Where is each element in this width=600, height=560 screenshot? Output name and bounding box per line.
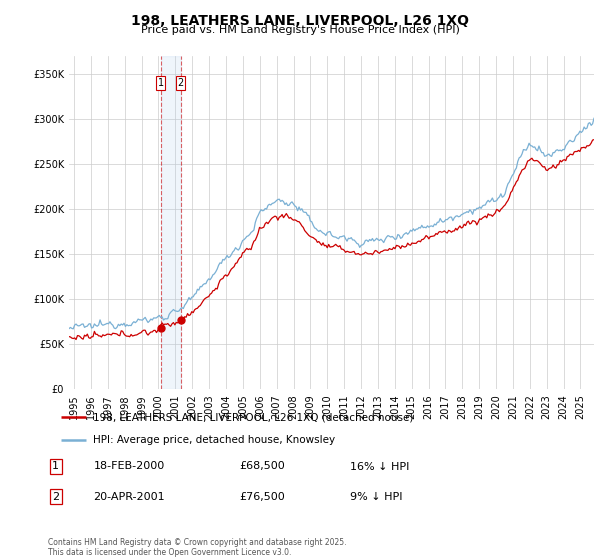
Text: 18-FEB-2000: 18-FEB-2000 [94,461,164,472]
Text: £76,500: £76,500 [239,492,285,502]
Text: 198, LEATHERS LANE, LIVERPOOL, L26 1XQ (detached house): 198, LEATHERS LANE, LIVERPOOL, L26 1XQ (… [94,413,414,422]
Text: Contains HM Land Registry data © Crown copyright and database right 2025.
This d: Contains HM Land Registry data © Crown c… [48,538,347,557]
Text: Price paid vs. HM Land Registry's House Price Index (HPI): Price paid vs. HM Land Registry's House … [140,25,460,35]
Text: 2: 2 [178,78,184,88]
Text: 9% ↓ HPI: 9% ↓ HPI [350,492,403,502]
Text: 1: 1 [52,461,59,472]
Text: 16% ↓ HPI: 16% ↓ HPI [350,461,410,472]
Text: £68,500: £68,500 [239,461,285,472]
Bar [161,56,181,389]
Text: 20-APR-2001: 20-APR-2001 [94,492,165,502]
Text: HPI: Average price, detached house, Knowsley: HPI: Average price, detached house, Know… [94,435,335,445]
Text: 2: 2 [52,492,59,502]
Text: 1: 1 [158,78,164,88]
Text: 198, LEATHERS LANE, LIVERPOOL, L26 1XQ: 198, LEATHERS LANE, LIVERPOOL, L26 1XQ [131,14,469,28]
